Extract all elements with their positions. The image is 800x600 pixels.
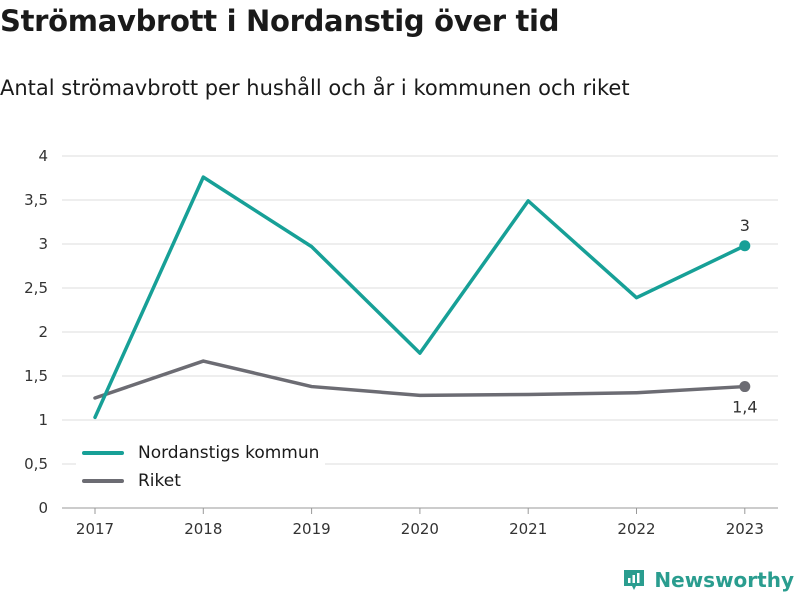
y-tick-label: 1 (38, 411, 48, 429)
legend-label-riket: Riket (138, 471, 181, 491)
legend-label-kommun: Nordanstigs kommun (138, 443, 320, 463)
legend-item-kommun: Nordanstigs kommun (82, 439, 319, 467)
y-tick-label: 1,5 (24, 367, 48, 385)
x-tick-label: 2018 (184, 520, 222, 538)
y-tick-label: 0,5 (24, 455, 48, 473)
newsworthy-logo-icon (624, 570, 645, 590)
x-tick-label: 2017 (76, 520, 114, 538)
end-point-kommun (739, 240, 751, 252)
x-tick-label: 2020 (401, 520, 439, 538)
labels: 1,43 (732, 216, 757, 417)
y-tick-label: 2,5 (24, 279, 48, 297)
legend-swatch-riket (82, 479, 124, 483)
x-tick-label: 2022 (617, 520, 655, 538)
series-line-kommun (93, 175, 747, 420)
x-tick-label: 2023 (726, 520, 764, 538)
series-lines (93, 175, 751, 420)
legend: Nordanstigs kommun Riket (76, 436, 326, 498)
y-tick-label: 4 (38, 147, 48, 165)
chart-subtitle: Antal strömavbrott per hushåll och år i … (0, 76, 630, 100)
x-tick-label: 2021 (509, 520, 547, 538)
axes: 0 0,5 1 1,5 2 2,5 3 3,5 4 2017 2018 2019 2020 2021 202… (24, 147, 764, 538)
series-line-riket (93, 359, 747, 400)
end-label-riket: 1,4 (732, 398, 757, 417)
legend-item-riket: Riket (82, 467, 319, 495)
end-point-riket (739, 381, 751, 393)
brand-logo-link[interactable]: Newsworthy (622, 568, 794, 592)
grid-lines (62, 155, 778, 509)
legend-swatch-kommun (82, 451, 124, 455)
y-tick-label: 2 (38, 323, 48, 341)
end-label-kommun: 3 (740, 216, 750, 235)
brand-name: Newsworthy (654, 568, 794, 592)
y-tick-label: 3,5 (24, 191, 48, 209)
y-tick-label: 0 (38, 499, 48, 517)
x-tick-label: 2019 (293, 520, 331, 538)
chart-title: Strömavbrott i Nordanstig över tid (0, 4, 560, 38)
y-tick-label: 3 (38, 235, 48, 253)
